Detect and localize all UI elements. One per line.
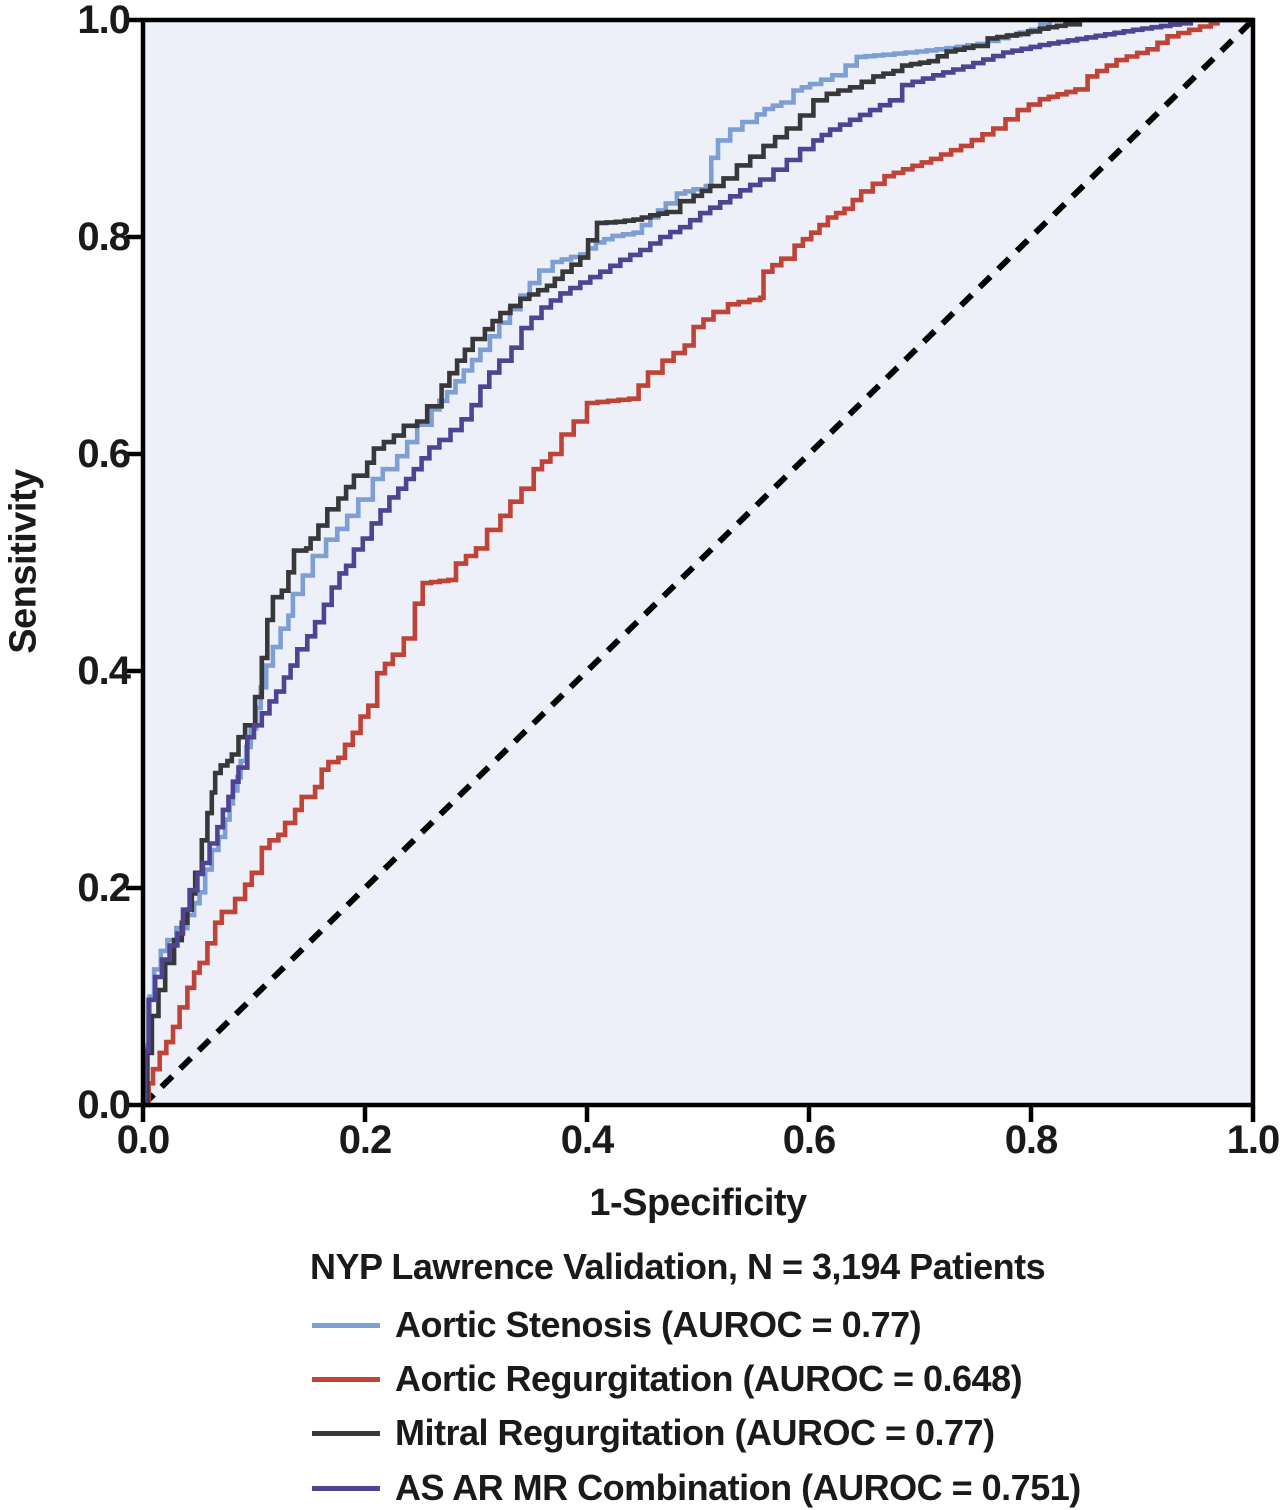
legend-item-as-ar-mr-combination: AS AR MR Combination (AUROC = 0.751) <box>310 1467 1081 1508</box>
y-tick-label: 0.8 <box>77 215 131 259</box>
roc-curve-aortic-regurgitation <box>143 17 1253 1108</box>
roc-curve-aortic-stenosis <box>143 17 1253 1108</box>
x-tick-label: 0.8 <box>1004 1118 1059 1162</box>
x-tick-label: 0.2 <box>338 1118 393 1162</box>
legend-line-swatch <box>312 1485 380 1491</box>
x-tick-label: 0.0 <box>116 1118 171 1162</box>
roc-curve-as-ar-mr-combination <box>142 17 1253 1108</box>
x-tick-label: 0.6 <box>782 1118 837 1162</box>
legend-line-swatch <box>312 1376 380 1382</box>
legend-item-mitral-regurgitation: Mitral Regurgitation (AUROC = 0.77) <box>310 1412 995 1453</box>
x-tick-label: 0.4 <box>560 1118 615 1162</box>
y-axis-title: Sensitivity <box>2 469 45 654</box>
legend-line-swatch <box>312 1430 380 1436</box>
legend-label: Aortic Regurgitation (AUROC = 0.648) <box>395 1358 1023 1399</box>
plot-frame <box>140 17 1256 1108</box>
y-tick-label: 0.4 <box>77 649 131 693</box>
legend: NYP Lawrence Validation, N = 3,194 Patie… <box>310 1246 1210 1509</box>
legend-label: AS AR MR Combination (AUROC = 0.751) <box>395 1467 1081 1508</box>
legend-label: Aortic Stenosis (AUROC = 0.77) <box>395 1304 922 1345</box>
x-axis-title: 1-Specificity <box>589 1182 807 1224</box>
y-tick-label: 1.0 <box>77 0 131 42</box>
roc-curve-mitral-regurgitation <box>143 17 1253 1108</box>
legend-label: Mitral Regurgitation (AUROC = 0.77) <box>395 1412 995 1453</box>
legend-item-aortic-stenosis: Aortic Stenosis (AUROC = 0.77) <box>310 1304 922 1345</box>
legend-title: NYP Lawrence Validation, N = 3,194 Patie… <box>310 1246 1046 1287</box>
plot-background <box>143 20 1253 1105</box>
y-tick-label: 0.6 <box>77 432 131 476</box>
x-tick-label: 1.0 <box>1226 1118 1280 1162</box>
y-tick-label: 0.2 <box>77 866 131 910</box>
legend-item-aortic-regurgitation: Aortic Regurgitation (AUROC = 0.648) <box>310 1358 1023 1399</box>
y-tick-label: 0.0 <box>77 1083 131 1127</box>
legend-line-swatch <box>312 1322 380 1328</box>
